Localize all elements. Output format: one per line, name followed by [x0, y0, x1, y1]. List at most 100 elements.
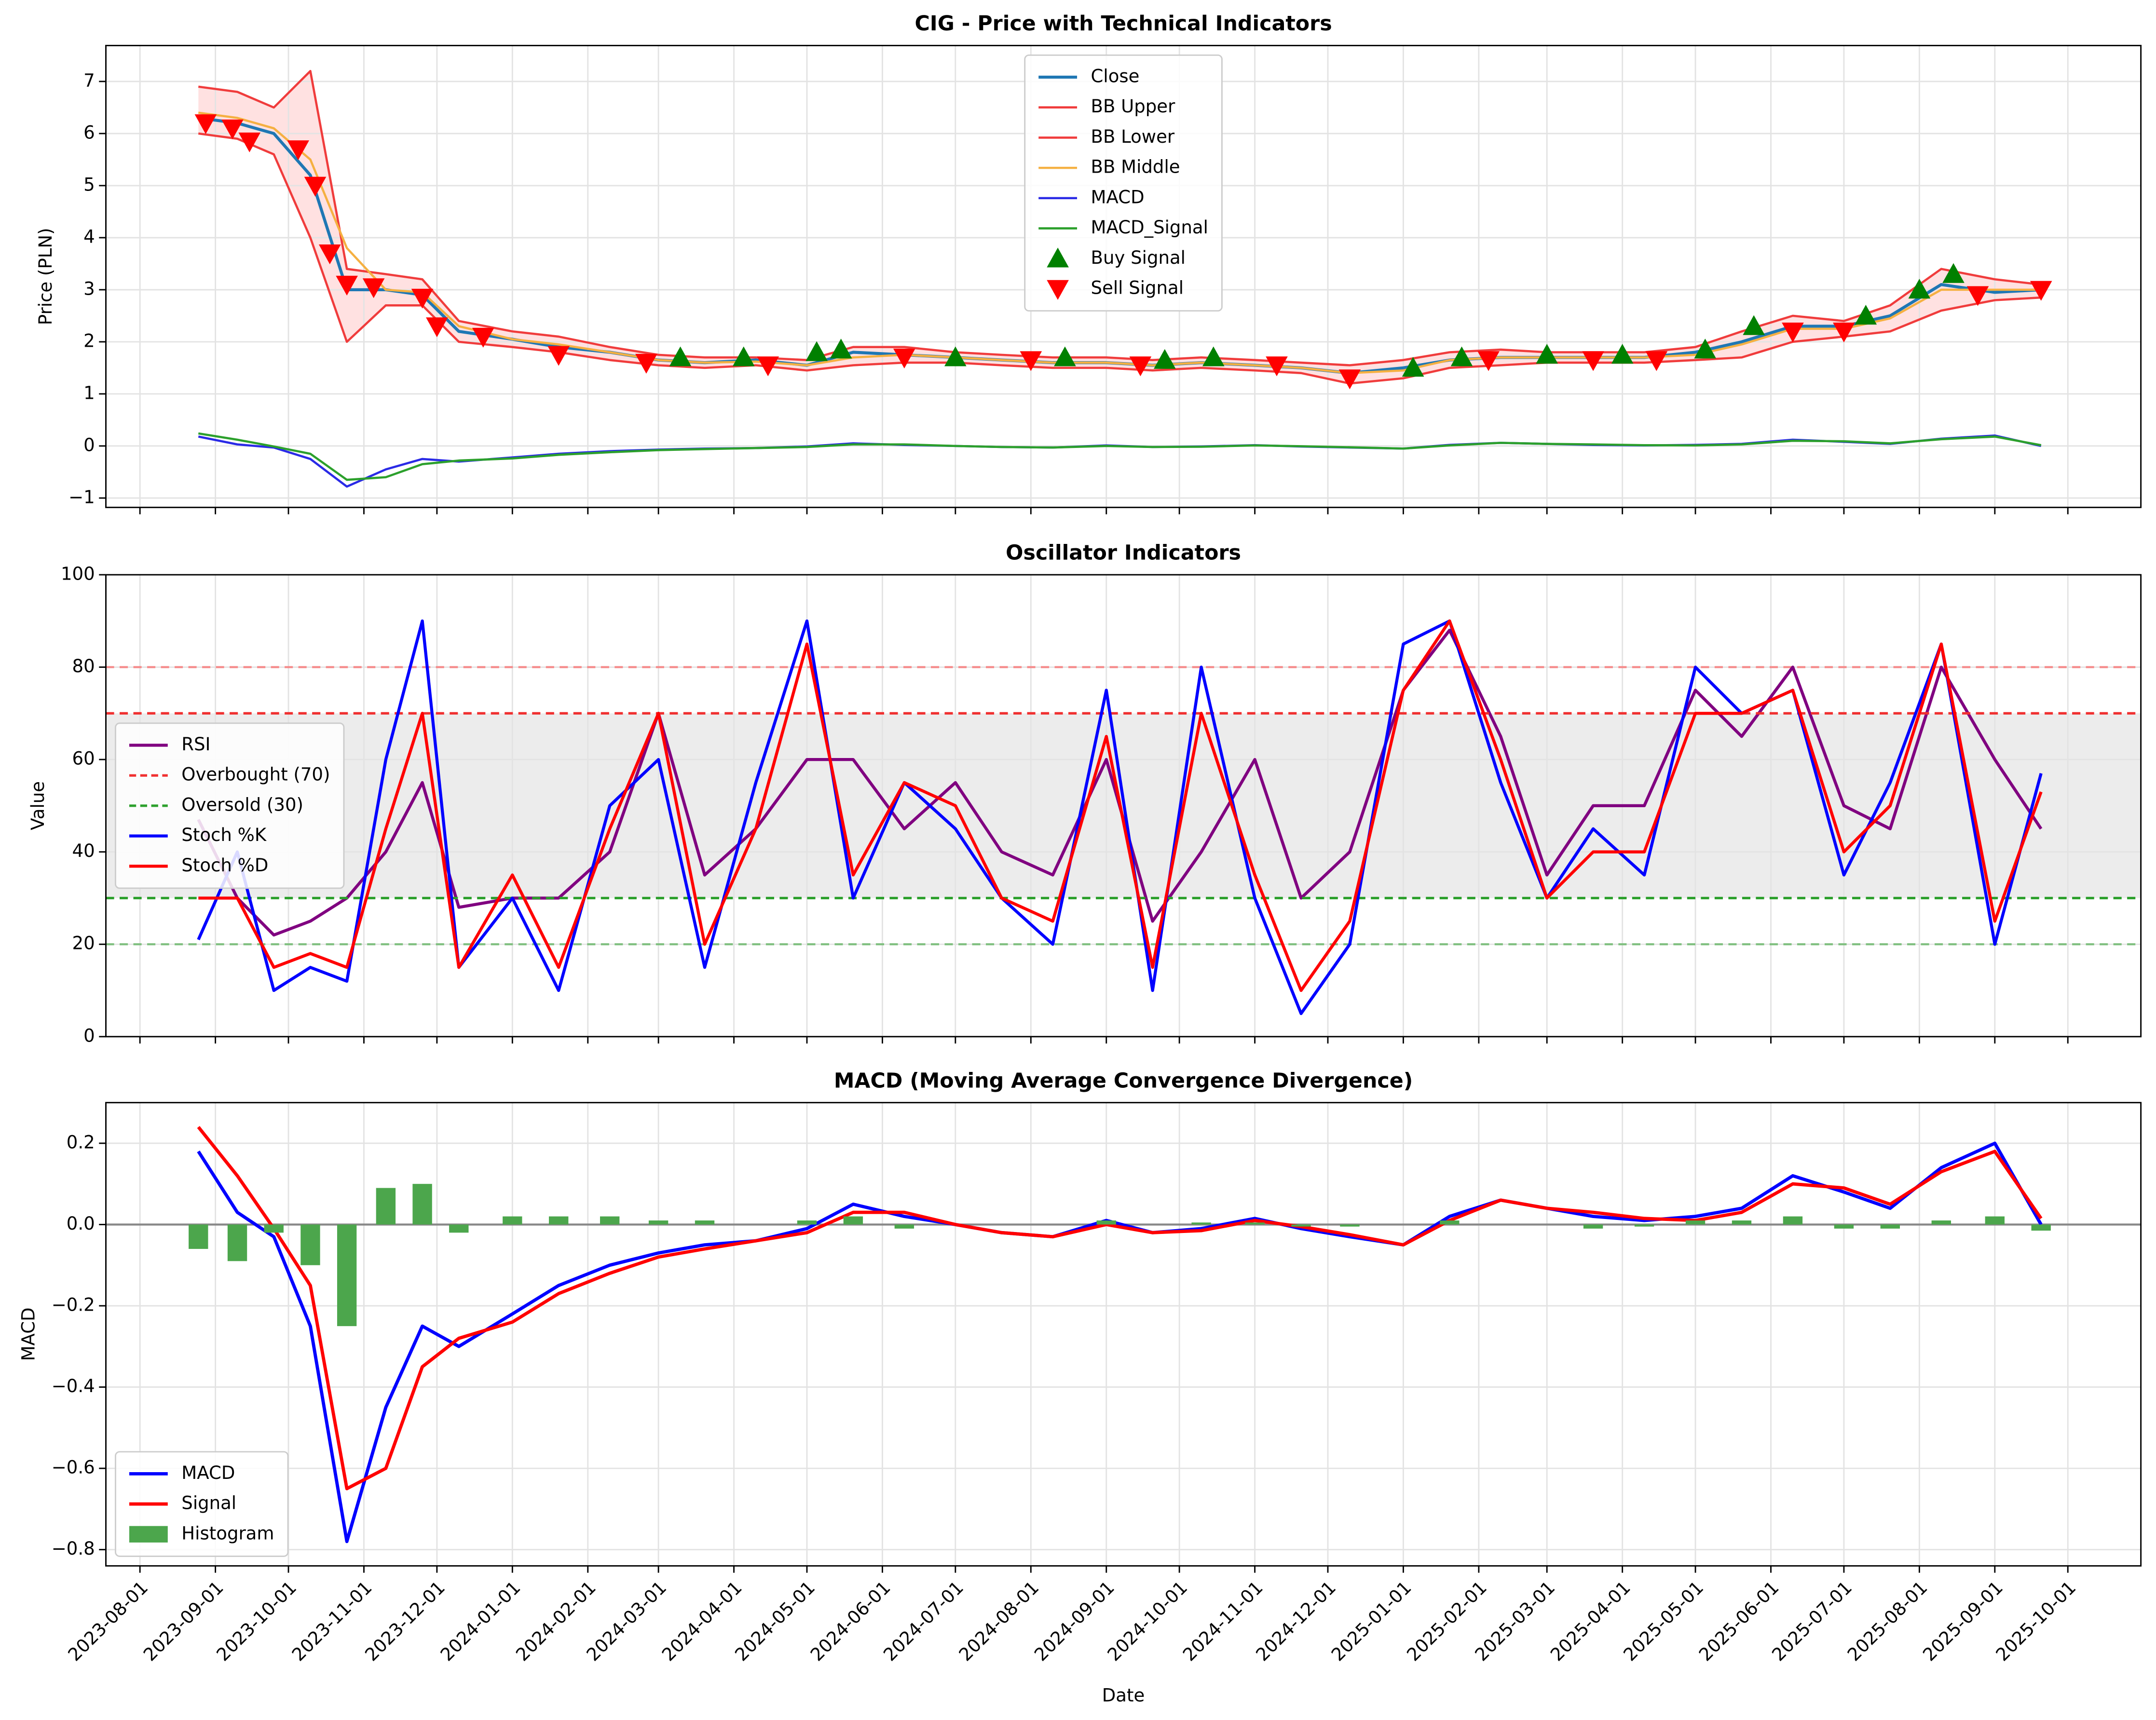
signal-marker	[1833, 323, 1855, 343]
y-tick-label: −0.4	[52, 1376, 95, 1396]
series-line	[198, 111, 2041, 374]
y-tick-label: −0.2	[52, 1295, 95, 1315]
signal-marker	[1782, 323, 1804, 343]
panel-title: MACD (Moving Average Convergence Diverge…	[834, 1069, 1413, 1093]
y-tick-label: −1	[68, 487, 95, 507]
y-tick-label: 4	[83, 226, 95, 247]
y-tick-label: 0	[83, 434, 95, 455]
series-line	[197, 619, 2043, 1016]
signal-marker	[221, 119, 244, 139]
legend-label: Histogram	[181, 1523, 274, 1544]
histogram-bar	[600, 1216, 620, 1225]
histogram-bar	[376, 1188, 396, 1225]
histogram-bar	[1985, 1216, 2005, 1225]
histogram-bar	[1245, 1222, 1265, 1225]
histogram-bar	[503, 1216, 522, 1225]
histogram-bar	[1834, 1224, 1854, 1229]
y-tick-label: 3	[83, 278, 95, 299]
signal-marker	[1743, 315, 1765, 335]
y-tick-label: 100	[61, 563, 95, 584]
histogram-bar	[2031, 1224, 2051, 1231]
histogram-bar	[300, 1224, 320, 1265]
y-tick-label: 5	[83, 174, 95, 195]
legend-label: BB Upper	[1091, 96, 1176, 117]
x-tick-label: 2024-01-01	[437, 1577, 525, 1666]
y-tick-label: 60	[72, 748, 95, 769]
y-axis-label: MACD	[18, 1307, 39, 1361]
signal-marker	[1645, 351, 1668, 371]
histogram-bar	[797, 1220, 817, 1225]
plot-frame	[105, 1102, 2142, 1567]
y-tick-label: 40	[72, 840, 95, 861]
signal-marker	[1402, 357, 1424, 377]
histogram-bar	[412, 1184, 432, 1225]
x-tick-label: 2025-08-01	[1843, 1577, 1932, 1666]
histogram-bar	[648, 1220, 669, 1225]
signal-marker	[1942, 263, 1965, 283]
histogram-bar	[695, 1220, 715, 1225]
plot-frame	[105, 44, 2142, 508]
plot-frame	[105, 574, 2142, 1038]
legend-label: Oversold (30)	[181, 794, 303, 815]
y-tick-label: 80	[72, 656, 95, 677]
signal-marker	[319, 244, 341, 265]
legend-label: Sell Signal	[1091, 278, 1184, 298]
legend: MACD Signal Histogram	[115, 1451, 289, 1557]
panel-title: CIG - Price with Technical Indicators	[914, 12, 1332, 36]
histogram-bar	[1783, 1216, 1803, 1225]
x-tick-label: 2023-08-01	[64, 1577, 152, 1666]
histogram-bar	[1732, 1220, 1752, 1225]
legend-swatch	[1047, 280, 1069, 300]
x-tick-label: 2024-08-01	[955, 1577, 1043, 1666]
signal-marker	[757, 356, 779, 377]
legend-label: Stoch %K	[181, 825, 267, 845]
signal-marker	[893, 349, 915, 369]
y-tick-label: 0	[83, 1025, 95, 1046]
signal-marker	[1908, 279, 1931, 299]
panel: MACD (Moving Average Convergence Diverge…	[18, 1069, 2142, 1706]
y-tick-label: 2	[83, 330, 95, 351]
signal-marker	[1338, 369, 1361, 390]
y-tick-label: −0.8	[52, 1538, 95, 1559]
histogram-bar	[1340, 1224, 1360, 1227]
legend-swatch	[129, 1526, 168, 1543]
signal-marker	[1536, 344, 1558, 364]
signal-marker	[472, 327, 494, 348]
signal-marker	[426, 317, 448, 338]
histogram-bar	[449, 1224, 469, 1233]
series-line	[198, 619, 2043, 992]
legend: Close BB Upper BB Lower BB Middle MACD MACD_S…	[1024, 54, 1223, 312]
x-axis-label: Date	[1102, 1685, 1145, 1706]
series-line	[198, 70, 2041, 366]
y-tick-label: 20	[72, 933, 95, 954]
legend-label: Close	[1091, 66, 1140, 86]
legend-label: MACD	[181, 1463, 235, 1483]
histogram-bar	[1291, 1224, 1311, 1227]
histogram-bar	[1440, 1220, 1460, 1225]
histogram-bar	[1931, 1220, 1951, 1225]
y-tick-label: −0.6	[52, 1457, 95, 1478]
panel: Oscillator Indicators 0 20 40 60 80 100 Value RS…	[27, 541, 2142, 1046]
legend-box	[1024, 54, 1223, 312]
legend-label: Buy Signal	[1091, 247, 1186, 268]
histogram-bar	[337, 1224, 357, 1327]
legend-label: MACD_Signal	[1091, 217, 1208, 238]
signal-marker	[1450, 346, 1473, 366]
signal-marker	[635, 353, 657, 374]
histogram-bar	[549, 1216, 569, 1225]
histogram-bar	[894, 1224, 914, 1229]
signal-marker	[547, 346, 570, 366]
histogram-bar	[227, 1224, 247, 1261]
legend-label: Stoch %D	[181, 855, 268, 876]
legend: RSI Overbought (70) Oversold (30) Stoch %K S…	[115, 722, 345, 889]
signal-marker	[1966, 286, 1989, 306]
signal-marker	[1582, 351, 1604, 371]
histogram-bar	[264, 1224, 284, 1233]
histogram-bar	[1685, 1220, 1706, 1225]
histogram-bar	[1880, 1224, 1900, 1229]
signal-marker	[1266, 356, 1288, 377]
legend-swatch	[1047, 247, 1069, 268]
legend-label: RSI	[181, 734, 210, 755]
histogram-bar	[1583, 1224, 1603, 1229]
